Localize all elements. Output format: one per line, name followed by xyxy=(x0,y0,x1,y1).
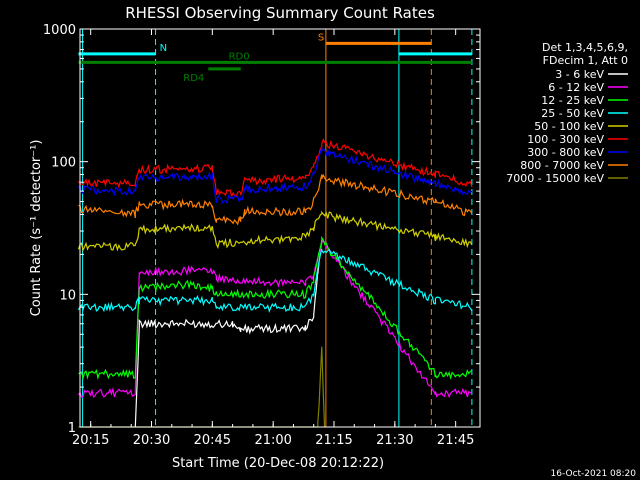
legend-label-1: 6 - 12 keV xyxy=(548,81,604,94)
x-tick-label-0: 20:15 xyxy=(72,433,109,448)
series-line-1 xyxy=(77,240,473,399)
flag-rd0-label: RD0 xyxy=(229,51,250,62)
series-line-4 xyxy=(77,210,473,252)
legend-label-3: 25 - 50 keV xyxy=(541,107,604,120)
legend-label-5: 100 - 300 keV xyxy=(527,133,604,146)
series-line-2 xyxy=(78,235,473,381)
flag-s-label: S xyxy=(318,32,324,43)
plot-series xyxy=(77,138,473,428)
plot-frame xyxy=(79,28,481,428)
flag-n-label: N xyxy=(160,43,167,54)
legend-header-line: FDecim 1, Att 0 xyxy=(543,54,628,67)
series-line-7 xyxy=(78,173,473,226)
y-tick-label-0: 1 xyxy=(68,421,76,436)
series-line-3 xyxy=(77,248,473,313)
legend-label-6: 300 - 800 keV xyxy=(527,146,604,159)
x-axis-label: Start Time (20-Dec-08 20:12:22) xyxy=(172,456,384,471)
plot-lines xyxy=(82,29,473,427)
series-line-0 xyxy=(134,239,323,428)
plot-flags: N S RD0 RD4 xyxy=(78,32,472,84)
chart-title: RHESSI Observing Summary Count Rates xyxy=(125,4,435,22)
x-tick-label-3: 21:00 xyxy=(254,433,291,448)
legend: Det 1,3,4,5,6,9,FDecim 1, Att 03 - 6 keV… xyxy=(506,41,628,185)
series-line-5 xyxy=(77,138,473,199)
x-tick-label-5: 21:30 xyxy=(376,433,413,448)
series-line-6 xyxy=(78,147,473,205)
legend-label-7: 800 - 7000 keV xyxy=(520,159,604,172)
y-tick-label-2: 100 xyxy=(51,156,76,171)
y-tick-label-3: 1000 xyxy=(43,23,76,38)
legend-label-0: 3 - 6 keV xyxy=(555,68,604,81)
x-tick-label-2: 20:45 xyxy=(194,433,231,448)
x-tick-label-4: 21:15 xyxy=(315,433,352,448)
y-tick-label-1: 10 xyxy=(59,288,76,303)
x-tick-label-6: 21:45 xyxy=(437,433,474,448)
y-axis-label: Count Rate (s⁻¹ detector⁻¹) xyxy=(29,140,44,317)
legend-label-8: 7000 - 15000 keV xyxy=(506,172,604,185)
x-tick-label-1: 20:30 xyxy=(133,433,170,448)
flag-rd4-label: RD4 xyxy=(183,73,204,84)
legend-label-2: 12 - 25 keV xyxy=(541,94,604,107)
legend-label-4: 50 - 100 keV xyxy=(534,120,604,133)
legend-header-line: Det 1,3,4,5,6,9, xyxy=(542,41,628,54)
footer-timestamp: 16-Oct-2021 08:20 xyxy=(551,469,637,479)
axes: 20:15 20:30 20:45 21:00 21:15 21:30 21:45 1 10 10… xyxy=(43,23,480,448)
